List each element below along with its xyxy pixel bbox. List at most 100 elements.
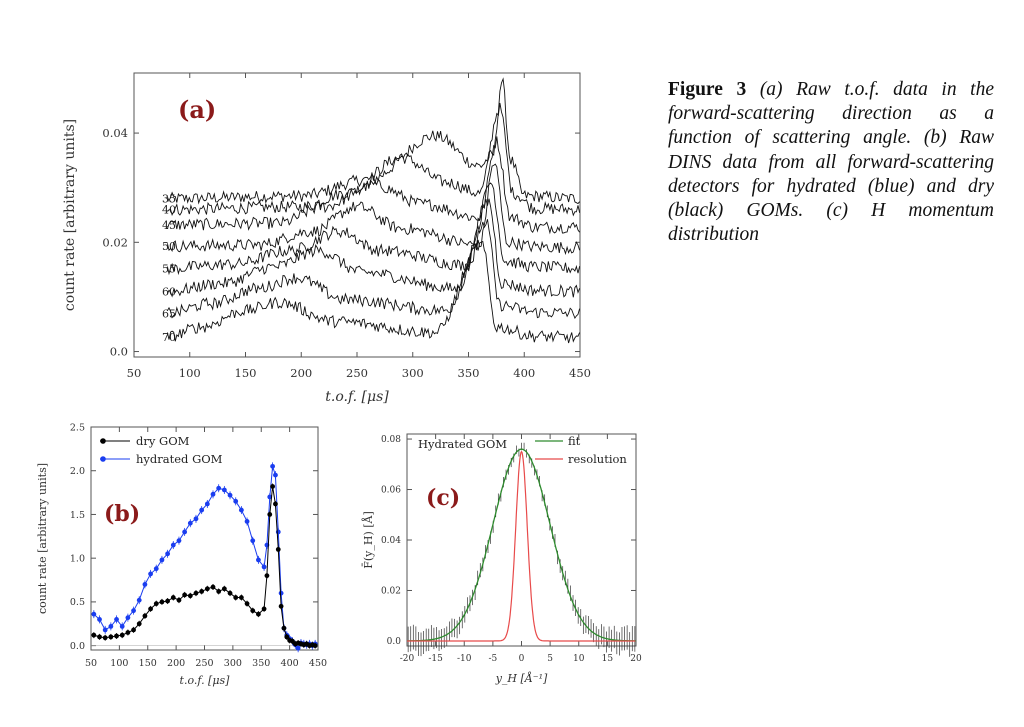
panel-annotation: Hydrated GOM <box>418 437 507 451</box>
plot-frame <box>90 426 319 651</box>
data-point <box>199 589 205 594</box>
data-point <box>165 598 171 604</box>
data-point <box>312 641 318 647</box>
data-point <box>233 498 239 504</box>
data-point <box>261 564 267 570</box>
plot-frame <box>133 72 581 358</box>
data-point <box>182 529 188 535</box>
data-point <box>267 494 273 500</box>
x-tick-label: 0 <box>519 654 525 664</box>
x-axis-label: t.o.f. [μs] <box>325 389 389 405</box>
series-line-hydrated <box>93 466 316 650</box>
data-point <box>204 501 210 507</box>
x-tick-label: 15 <box>602 654 614 664</box>
data-point <box>290 638 295 644</box>
data-point <box>256 611 261 617</box>
x-tick-label: 250 <box>195 658 213 669</box>
data-point <box>275 547 281 552</box>
data-point <box>210 491 216 497</box>
data-point <box>304 641 310 647</box>
data-point <box>264 542 270 548</box>
data-point <box>227 492 233 498</box>
data-point <box>290 638 295 644</box>
data-point <box>273 501 278 507</box>
series-label-70: 70 <box>162 331 176 344</box>
data-point <box>233 595 239 600</box>
data-point <box>273 472 278 478</box>
data-point <box>176 597 182 603</box>
x-tick-label: 50 <box>127 366 142 380</box>
y-tick-label: 0.5 <box>70 597 85 608</box>
data-point <box>153 601 159 607</box>
x-axis-label: t.o.f. [μs] <box>180 674 231 687</box>
series-line-45 <box>166 136 580 235</box>
legend-label: fit <box>568 434 581 448</box>
data-point <box>165 551 171 557</box>
data-point <box>287 637 293 643</box>
y-axis-label: count rate [arbitrary units] <box>62 119 78 311</box>
y-tick-label: 0.06 <box>381 486 401 496</box>
data-point <box>170 542 176 548</box>
caption-text: (a) Raw t.o.f. data in the forward-scatt… <box>668 79 994 246</box>
legend-label: hydrated GOM <box>136 452 223 466</box>
x-tick-label: 20 <box>630 654 642 664</box>
data-point <box>298 641 304 647</box>
y-tick-label: 0.0 <box>387 637 402 647</box>
data-point <box>221 487 227 493</box>
y-tick-label: 0.04 <box>102 126 128 140</box>
data-point <box>148 571 153 577</box>
data-point <box>216 589 222 594</box>
x-tick-label: 300 <box>402 366 424 380</box>
data-point <box>142 582 148 587</box>
x-tick-label: 10 <box>573 654 585 664</box>
y-tick-label: 0.0 <box>110 345 128 359</box>
data-point <box>264 573 270 579</box>
y-tick-label: 0.02 <box>381 587 401 597</box>
data-point <box>108 634 114 640</box>
y-tick-label: 2.5 <box>70 422 85 433</box>
data-point <box>102 635 108 641</box>
data-point <box>159 599 165 605</box>
x-tick-label: -5 <box>488 654 497 664</box>
data-point <box>307 643 312 649</box>
plot-frame <box>406 433 637 647</box>
data-point <box>250 608 256 614</box>
y-tick-label: 0.04 <box>381 536 401 546</box>
data-point <box>114 633 119 639</box>
series-label-35: 35 <box>162 193 176 206</box>
data-point <box>284 634 290 640</box>
data-point <box>301 642 307 648</box>
data-point <box>304 642 310 648</box>
series-line-dry <box>93 486 316 647</box>
data-point <box>108 623 114 629</box>
x-tick-label: 100 <box>179 366 201 380</box>
legend-marker <box>100 438 106 444</box>
series-line-resolution <box>407 450 636 642</box>
series-line-60 <box>166 198 581 298</box>
data-point <box>131 608 136 614</box>
data-point <box>295 640 301 646</box>
x-tick-label: 300 <box>224 658 242 669</box>
data-point <box>270 463 275 469</box>
y-tick-label: 1.0 <box>70 554 85 565</box>
data-point <box>114 616 119 622</box>
data-point <box>119 623 125 629</box>
data-point <box>91 632 97 638</box>
data-point <box>267 512 273 517</box>
data-point <box>244 601 250 607</box>
x-tick-label: 150 <box>139 658 157 669</box>
data-point <box>91 611 97 617</box>
x-tick-label: -20 <box>400 654 415 664</box>
x-tick-label: 250 <box>346 366 368 380</box>
data-point <box>187 593 193 599</box>
data-point <box>278 590 284 596</box>
data-point <box>119 632 125 638</box>
series-line-fit <box>407 448 636 642</box>
series-label-45: 45 <box>162 219 176 232</box>
y-tick-label: 0.0 <box>70 641 85 652</box>
data-point <box>309 643 315 649</box>
x-tick-label: 350 <box>458 366 480 380</box>
data-point <box>148 606 153 612</box>
x-tick-label: 5 <box>547 654 553 664</box>
panel-label-c: (c) <box>426 485 460 511</box>
